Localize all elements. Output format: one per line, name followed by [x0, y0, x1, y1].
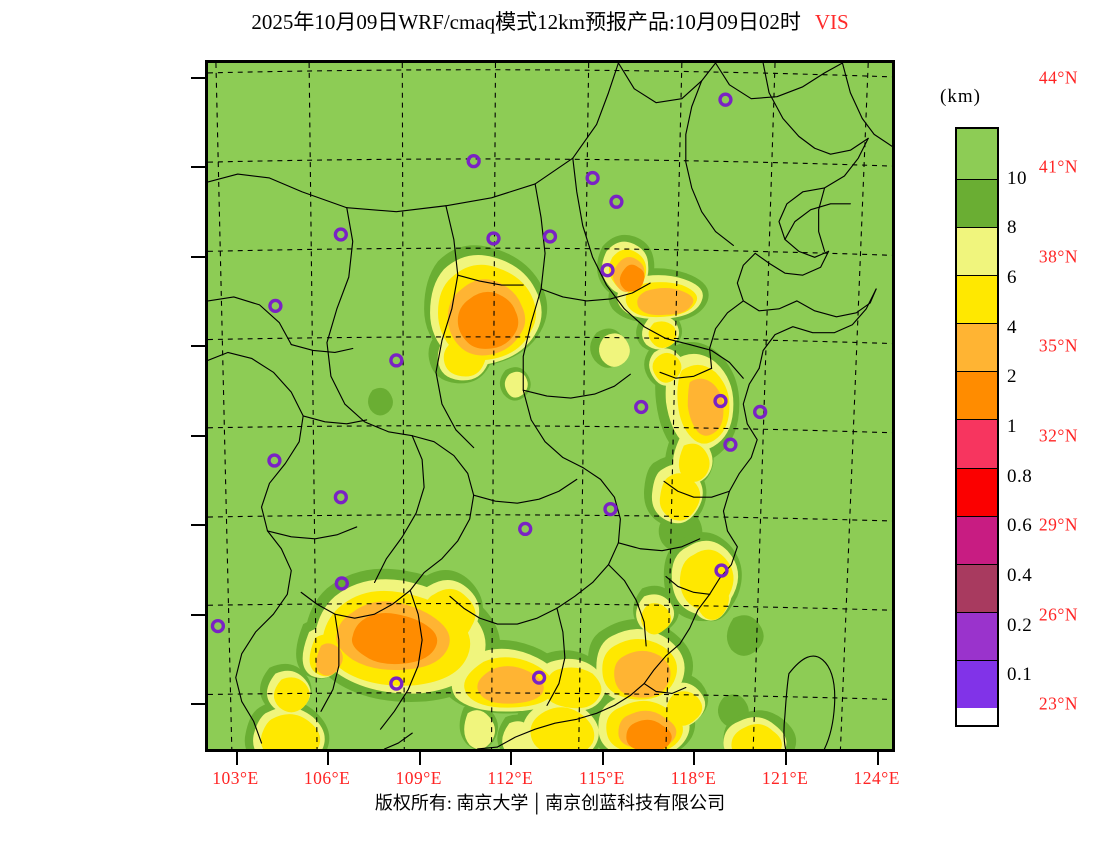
x-tick-label-115: 115°E: [578, 768, 625, 788]
footer-left: 版权所有: 南京大学: [374, 793, 529, 813]
y-tick-label-35: 35°N: [1038, 335, 1078, 356]
colorbar-band-11: [957, 660, 997, 709]
y-tick-label-38: 38°N: [1038, 246, 1078, 267]
colorbar-label-0p2: 0.2: [1007, 614, 1033, 636]
page-title: 2025年10月09日WRF/cmaq模式12km预报产品:10月09日02时 V…: [0, 6, 1100, 36]
colorbar-label-10: 10: [1007, 167, 1027, 189]
colorbar[interactable]: [955, 127, 999, 727]
colorbar-label-0p4: 0.4: [1007, 565, 1033, 586]
y-tick-label-41: 41°N: [1038, 156, 1078, 177]
y-tick-mark-23: [191, 703, 205, 706]
colorbar-label-0p6: 0.6: [1007, 515, 1033, 537]
colorbar-band-7: [957, 467, 997, 516]
y-tick-mark-41: [191, 166, 205, 169]
map-borders: [208, 63, 892, 749]
copyright-footer: 版权所有: 南京大学 │ 南京创蓝科技有限公司: [0, 789, 1100, 815]
x-tick-mark-103: [235, 752, 238, 765]
colorbar-label-0p8: 0.8: [1007, 465, 1033, 487]
y-tick-mark-35: [191, 345, 205, 348]
vis-band-1-2: [351, 264, 672, 749]
y-tick-label-29: 29°N: [1038, 514, 1078, 535]
colorbar-unit-label: (km): [940, 86, 981, 107]
y-tick-label-44: 44°N: [1038, 67, 1078, 88]
x-tick-label-106: 106°E: [303, 768, 351, 788]
x-tick-mark-124: [876, 752, 879, 765]
colorbar-band-2: [957, 226, 997, 275]
colorbar-band-8: [957, 515, 997, 564]
y-tick-label-26: 26°N: [1038, 604, 1078, 625]
title-variable: VIS: [814, 10, 849, 34]
footer-separator: │: [530, 793, 544, 813]
x-tick-label-103: 103°E: [212, 768, 259, 788]
station-markers: [210, 92, 768, 691]
colorbar-band-5: [957, 371, 997, 420]
x-tick-label-112: 112°E: [487, 768, 534, 788]
title-main: 2025年10月09日WRF/cmaq模式12km预报产品:10月09日02时: [251, 10, 801, 34]
colorbar-label-2: 2: [1007, 366, 1017, 388]
y-tick-mark-29: [191, 524, 205, 527]
y-tick-mark-26: [191, 613, 205, 616]
colorbar-band-0: [957, 129, 997, 179]
map-plot-area[interactable]: [205, 60, 895, 752]
x-tick-mark-115: [601, 752, 604, 765]
y-axis: [0, 0, 205, 850]
y-tick-label-23: 23°N: [1038, 693, 1078, 714]
x-tick-mark-118: [693, 752, 696, 765]
x-tick-mark-109: [418, 752, 421, 765]
map-svg: [208, 63, 892, 749]
x-tick-label-118: 118°E: [670, 768, 717, 788]
colorbar-label-4: 4: [1007, 316, 1017, 338]
colorbar-band-10: [957, 612, 997, 661]
x-tick-label-109: 109°E: [395, 768, 442, 788]
colorbar-band-6: [957, 419, 997, 468]
colorbar-label-8: 8: [1007, 217, 1017, 239]
x-tick-label-121: 121°E: [761, 768, 809, 788]
colorbar-band-4: [957, 323, 997, 372]
x-tick-mark-106: [327, 752, 330, 765]
map-canvas: [208, 63, 892, 749]
map-gridlines: [208, 63, 892, 749]
x-tick-label-124: 124°E: [853, 768, 900, 788]
y-tick-mark-32: [191, 434, 205, 437]
footer-right: 南京创蓝科技有限公司: [545, 793, 726, 813]
y-tick-mark-38: [191, 255, 205, 258]
y-tick-label-32: 32°N: [1038, 425, 1078, 446]
colorbar-label-0p1: 0.1: [1007, 664, 1033, 686]
y-tick-mark-44: [191, 76, 205, 79]
colorbar-band-1: [957, 178, 997, 227]
colorbar-label-6: 6: [1007, 267, 1017, 288]
x-tick-mark-121: [785, 752, 788, 765]
colorbar-label-1: 1: [1007, 416, 1017, 437]
colorbar-band-9: [957, 563, 997, 613]
colorbar-band-3: [957, 274, 997, 324]
x-tick-mark-112: [510, 752, 513, 765]
